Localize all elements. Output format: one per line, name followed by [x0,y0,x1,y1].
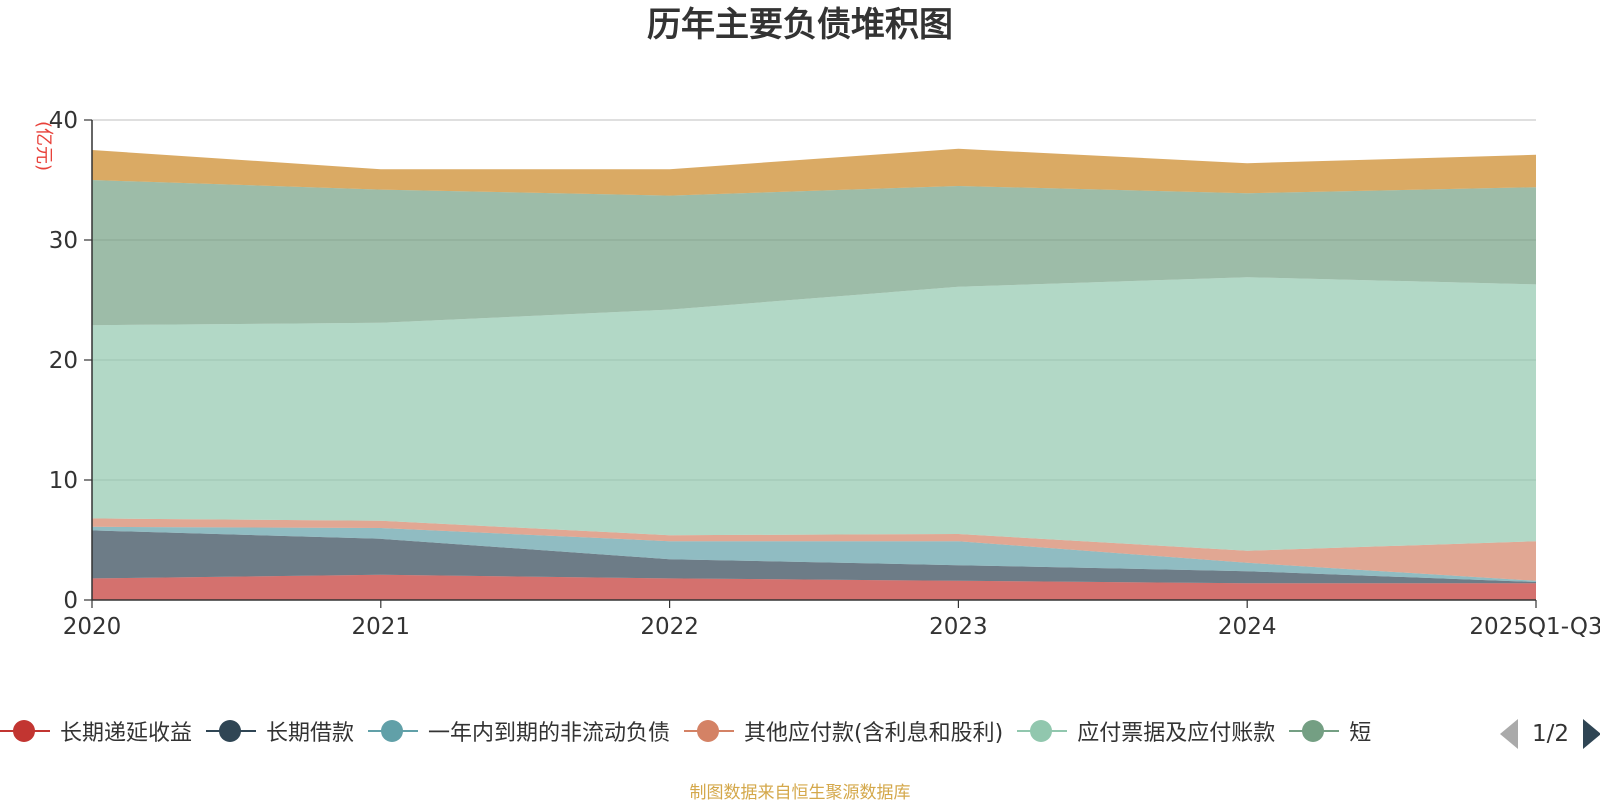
legend-marker-icon [0,719,50,743]
legend-next-page-icon[interactable] [1583,719,1600,749]
legend-item-label: 短 [1349,721,1372,746]
legend-item-1[interactable]: 长期借款 [206,715,354,747]
x-tick-label-1: 2021 [352,614,411,640]
area-series-0 [92,574,1536,600]
x-tick-label-0: 2020 [63,614,122,640]
legend-marker-icon [684,719,735,743]
area-series-layer [92,148,1536,600]
chart-plot: 0 10 20 30 40 2020 2021 2022 2023 2024 2025Q1-Q3 (… [33,108,1600,640]
area-series-4 [92,277,1536,551]
source-note: 制图数据来自恒生聚源数据库 [689,783,911,803]
legend-item-0[interactable]: 长期递延收益 [0,715,192,747]
legend-item-3[interactable]: 其他应付款(含利息和股利) [684,715,1003,747]
legend-item-label: 长期递延收益 [60,721,193,746]
y-tick-label-0: 0 [63,588,78,614]
tick-labels: 0 10 20 30 40 2020 2021 2022 2023 2024 2025Q1-Q3 [49,108,1600,640]
legend-item-4[interactable]: 应付票据及应付账款 [1017,715,1275,747]
legend-item-label: 其他应付款(含利息和股利) [744,721,1004,746]
area-series-5 [92,180,1536,326]
legend-item-2[interactable]: 一年内到期的非流动负债 [368,715,670,747]
x-tick-label-5: 2025Q1-Q3 [1469,614,1600,640]
area-series-1 [92,530,1536,584]
y-tick-label-30: 30 [49,228,78,254]
legend-marker-icon [1289,719,1340,743]
y-axis-unit-label: (亿元) [33,121,54,171]
legend-item-label: 一年内到期的非流动负债 [428,721,671,746]
legend-pager: 1/2 [1500,716,1600,752]
x-tick-label-3: 2023 [929,614,988,640]
legend-prev-page-icon[interactable] [1500,719,1518,749]
legend-item-5[interactable]: 短 [1289,715,1371,747]
legend-item-label: 长期借款 [266,721,355,746]
area-series-2 [92,526,1536,582]
x-tick-label-2: 2022 [640,614,699,640]
x-tick-label-4: 2024 [1218,614,1277,640]
y-tick-label-10: 10 [49,468,78,494]
legend: 长期递延收益 长期借款 一年内到期的非流动负债 其他应付款(含利息和股利) 应付票据及应… [0,715,1480,751]
legend-item-label: 应付票据及应付账款 [1077,721,1276,746]
area-series-6 [92,148,1536,196]
legend-marker-icon [206,719,257,743]
y-tick-label-40: 40 [49,108,78,134]
chart-title: 历年主要负债堆积图 [647,5,953,45]
legend-marker-icon [1017,719,1068,743]
y-tick-label-20: 20 [49,348,78,374]
area-series-3 [92,518,1536,581]
legend-marker-icon [368,719,419,743]
legend-page-indicator: 1/2 [1532,721,1570,747]
